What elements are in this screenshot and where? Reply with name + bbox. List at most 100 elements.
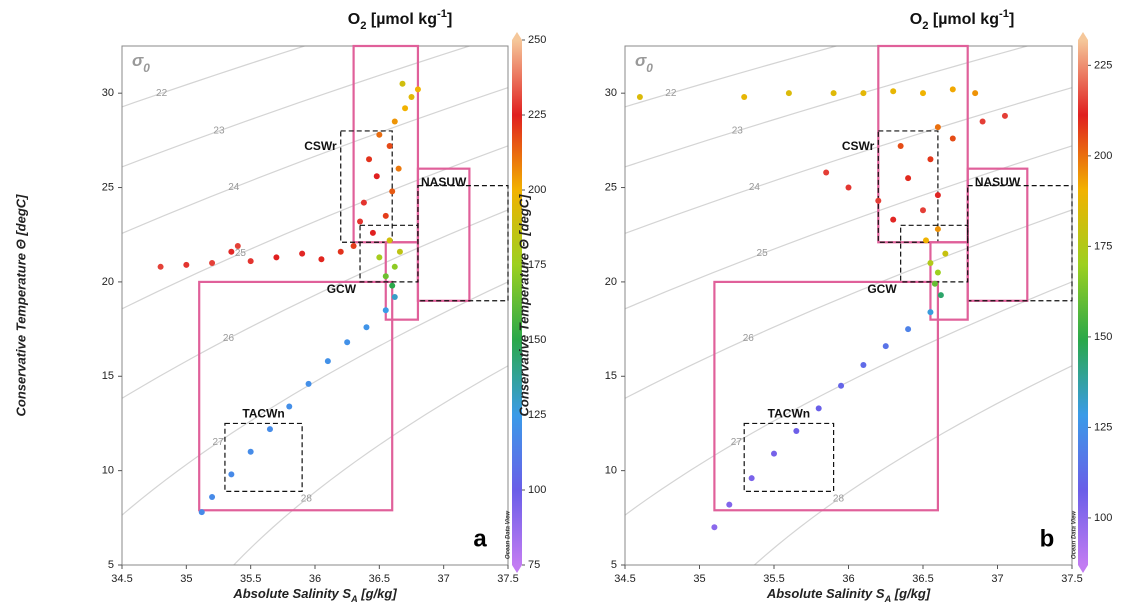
x-axis-label-part: [g/kg] xyxy=(358,586,398,601)
isopycnal-label: 28 xyxy=(301,494,313,505)
data-point xyxy=(741,93,748,100)
data-point xyxy=(391,118,398,125)
x-tick-label: 36 xyxy=(309,573,321,585)
data-point xyxy=(931,280,938,287)
data-point xyxy=(934,269,941,276)
water-mass-box-dashed xyxy=(359,224,419,283)
x-tick-label: 37 xyxy=(991,573,1003,585)
y-tick-label: 5 xyxy=(611,559,617,571)
colorbar-cap xyxy=(1078,565,1088,573)
data-point xyxy=(920,207,926,214)
colorbar-tick-label: 100 xyxy=(1094,512,1112,524)
colorbar-title-part: -1 xyxy=(437,8,447,20)
watermark: Ocean Data View xyxy=(1072,511,1078,559)
x-axis-label-part: A xyxy=(350,594,358,604)
y-axis-label: Conservative Temperature Θ [degC] xyxy=(516,194,531,417)
x-tick-label: 34.5 xyxy=(111,573,132,585)
x-tick-label: 35.5 xyxy=(763,573,784,585)
colorbar-tick-label: 225 xyxy=(1094,59,1112,71)
x-axis-label: Absolute Salinity SA [g/kg] xyxy=(232,586,397,604)
data-point xyxy=(927,309,934,316)
colorbar-title-part: -1 xyxy=(999,8,1009,20)
x-axis-label: Absolute Salinity SA [g/kg] xyxy=(766,586,931,604)
y-tick-label: 25 xyxy=(102,181,114,193)
x-tick-label: 36.5 xyxy=(369,573,390,585)
data-point xyxy=(318,256,325,263)
colorbar-cap xyxy=(1078,32,1088,40)
isopycnal xyxy=(625,209,1072,400)
watermark: Ocean Data View xyxy=(506,511,512,559)
water-mass-label: GCW xyxy=(867,282,897,296)
y-tick-label: 15 xyxy=(605,370,617,382)
water-mass-box-dashed xyxy=(900,224,969,283)
colorbar-title: O2 [µmol kg-1] xyxy=(910,8,1015,32)
data-point xyxy=(382,307,389,314)
data-point xyxy=(942,250,949,257)
colorbar-tick-label: 175 xyxy=(528,259,546,271)
y-tick-label: 30 xyxy=(605,87,617,99)
colorbar-title-part: [µmol kg xyxy=(366,11,437,28)
data-point xyxy=(369,229,376,236)
y-tick-label: 10 xyxy=(605,465,617,477)
data-point xyxy=(414,86,421,93)
data-point xyxy=(209,494,216,501)
data-point xyxy=(399,80,406,87)
x-axis-label-part: Absolute Salinity S xyxy=(766,586,885,601)
colorbar-title-part: ] xyxy=(1009,11,1014,28)
colorbar-tick-label: 150 xyxy=(1094,331,1112,343)
y-tick-label: 30 xyxy=(102,87,114,99)
sigma-label: σ0 xyxy=(132,51,150,75)
water-mass-box-dashed xyxy=(967,185,1073,302)
panel-label: b xyxy=(1040,525,1055,552)
x-axis-label-part: [g/kg] xyxy=(891,586,931,601)
x-tick-label: 37.5 xyxy=(497,573,518,585)
x-axis-label-part: A xyxy=(884,594,892,604)
y-tick-label: 20 xyxy=(102,276,114,288)
data-point xyxy=(875,197,882,204)
data-point xyxy=(905,175,912,182)
data-point xyxy=(350,243,357,250)
water-mass-label: TACWn xyxy=(242,407,284,421)
colorbar-tick-label: 75 xyxy=(528,559,540,571)
colorbar-tick-label: 225 xyxy=(528,109,546,121)
sigma-label-part: 0 xyxy=(646,61,653,75)
isopycnal xyxy=(232,365,508,565)
colorbar-title: O2 [µmol kg-1] xyxy=(348,8,453,32)
isopycnal-label: 25 xyxy=(757,248,769,259)
isopycnal xyxy=(625,145,1072,310)
isopycnal-label: 26 xyxy=(223,333,235,344)
x-tick-label: 35.5 xyxy=(240,573,261,585)
data-point xyxy=(815,405,822,412)
data-point xyxy=(266,426,273,433)
isopycnal-label: 25 xyxy=(235,248,247,259)
data-point xyxy=(360,199,367,206)
water-mass-box-dashed xyxy=(877,130,939,243)
data-point xyxy=(389,282,396,289)
data-point xyxy=(234,243,241,250)
data-point xyxy=(771,450,777,457)
colorbar-cap xyxy=(512,32,522,40)
data-point xyxy=(337,248,344,255)
data-point xyxy=(382,212,389,219)
water-mass-box xyxy=(713,280,940,512)
data-point xyxy=(934,192,941,199)
isopycnal xyxy=(122,46,472,168)
data-point xyxy=(305,380,312,387)
isopycnal-label: 24 xyxy=(749,182,761,193)
x-axis-label-part: Absolute Salinity S xyxy=(232,586,351,601)
isopycnal-label: 28 xyxy=(833,494,845,505)
isopycnal xyxy=(122,145,508,310)
isopycnal-label: 22 xyxy=(665,88,677,99)
colorbar-tick-label: 100 xyxy=(528,484,546,496)
isopycnal-label: 26 xyxy=(743,333,755,344)
colorbar xyxy=(512,40,522,565)
colorbar-tick-label: 250 xyxy=(528,34,546,46)
data-point xyxy=(890,216,897,223)
colorbar-tick-label: 200 xyxy=(528,184,546,196)
data-point xyxy=(897,143,904,150)
isopycnal-label: 27 xyxy=(731,437,743,448)
sigma-label-part: σ xyxy=(635,51,647,70)
data-point xyxy=(922,237,929,244)
data-point xyxy=(402,105,409,112)
